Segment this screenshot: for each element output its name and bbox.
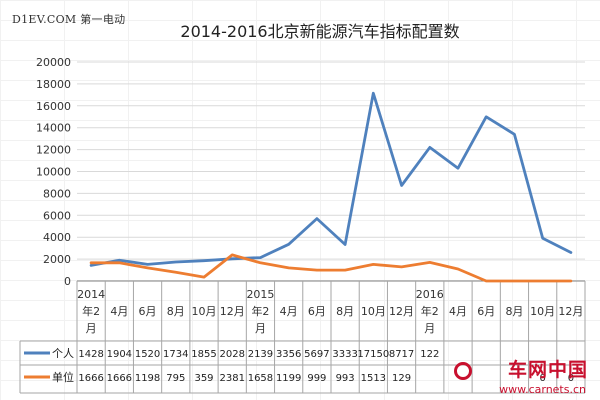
x-tick-label: 8月: [505, 305, 523, 318]
y-tick-label: 2000: [43, 253, 71, 266]
table-value: 1666: [78, 373, 103, 384]
y-tick-label: 12000: [36, 144, 71, 157]
x-tick-label: 2016: [416, 288, 444, 301]
table-value: 1855: [191, 349, 216, 360]
x-tick-label: 4月: [449, 305, 467, 318]
table-value: 993: [336, 373, 355, 384]
x-tick-label: 12月: [558, 305, 583, 318]
chart-title: 2014-2016北京新能源汽车指标配置数: [180, 22, 460, 41]
legend-label: 单位: [52, 370, 74, 384]
watermark-url: www.carnets.cn: [499, 383, 586, 396]
legend-label: 个人: [52, 347, 74, 360]
x-tick-label: 10月: [361, 305, 386, 318]
table-value: 2139: [248, 349, 273, 360]
table-value: 129: [392, 373, 411, 384]
y-tick-label: 20000: [36, 56, 71, 69]
x-tick-label: 12月: [389, 305, 414, 318]
table-value: 1199: [276, 373, 301, 384]
y-tick-label: 10000: [36, 166, 71, 179]
series-line-2: [89, 253, 573, 283]
table-value: 1658: [248, 373, 273, 384]
table-value: 0: [539, 373, 545, 384]
x-tick-label: 月: [255, 322, 266, 335]
x-tick-label: 12月: [220, 305, 245, 318]
table-value: 5697: [304, 349, 329, 360]
table-value: 1666: [107, 373, 132, 384]
table-value: 3356: [276, 349, 301, 360]
table-value: 1513: [361, 373, 386, 384]
watermark-logo-icon: [454, 362, 472, 380]
table-value: 1520: [135, 349, 160, 360]
table-value: 2028: [219, 349, 244, 360]
x-tick-label: 6月: [308, 305, 326, 318]
table-value: 359: [194, 373, 213, 384]
x-tick-label: 2015: [246, 288, 274, 301]
table-value: 1428: [78, 349, 103, 360]
y-tick-label: 0: [64, 275, 71, 288]
table-value: 3333: [332, 349, 357, 360]
y-tick-label: 14000: [36, 122, 71, 135]
series-line-1: [89, 91, 573, 267]
table-value: 999: [307, 373, 326, 384]
x-tick-label: 8月: [336, 305, 354, 318]
x-tick-label: 2014: [77, 288, 105, 301]
y-tick-label: 6000: [43, 209, 71, 222]
x-tick-label: 4月: [110, 305, 128, 318]
x-tick-label: 年2: [82, 304, 100, 318]
table-value: 1904: [107, 349, 132, 360]
site-tag: D1EV.COM 第一电动: [12, 13, 126, 26]
x-tick-label: 10月: [192, 305, 217, 318]
x-tick-label: 8月: [167, 305, 185, 318]
table-value: 2381: [219, 373, 244, 384]
x-tick-label: 年2: [421, 304, 439, 318]
table-value: 17150: [357, 349, 389, 360]
table-value: 122: [420, 349, 439, 360]
x-tick-label: 10月: [530, 305, 555, 318]
table-value: 8717: [389, 349, 414, 360]
table-value: 1734: [163, 349, 188, 360]
x-tick-label: 6月: [139, 305, 157, 318]
x-tick-label: 6月: [477, 305, 495, 318]
table-value: 1198: [135, 373, 160, 384]
y-tick-label: 8000: [43, 187, 71, 200]
x-tick-label: 月: [424, 322, 435, 335]
table-value: 0: [568, 373, 574, 384]
x-tick-label: 月: [86, 322, 97, 335]
y-tick-label: 4000: [43, 231, 71, 244]
x-tick-label: 4月: [280, 305, 298, 318]
table-value: 795: [166, 373, 185, 384]
y-tick-label: 18000: [36, 78, 71, 91]
y-tick-label: 16000: [36, 100, 71, 113]
watermark-text: 车网中国: [507, 359, 588, 381]
x-tick-label: 年2: [251, 304, 269, 318]
